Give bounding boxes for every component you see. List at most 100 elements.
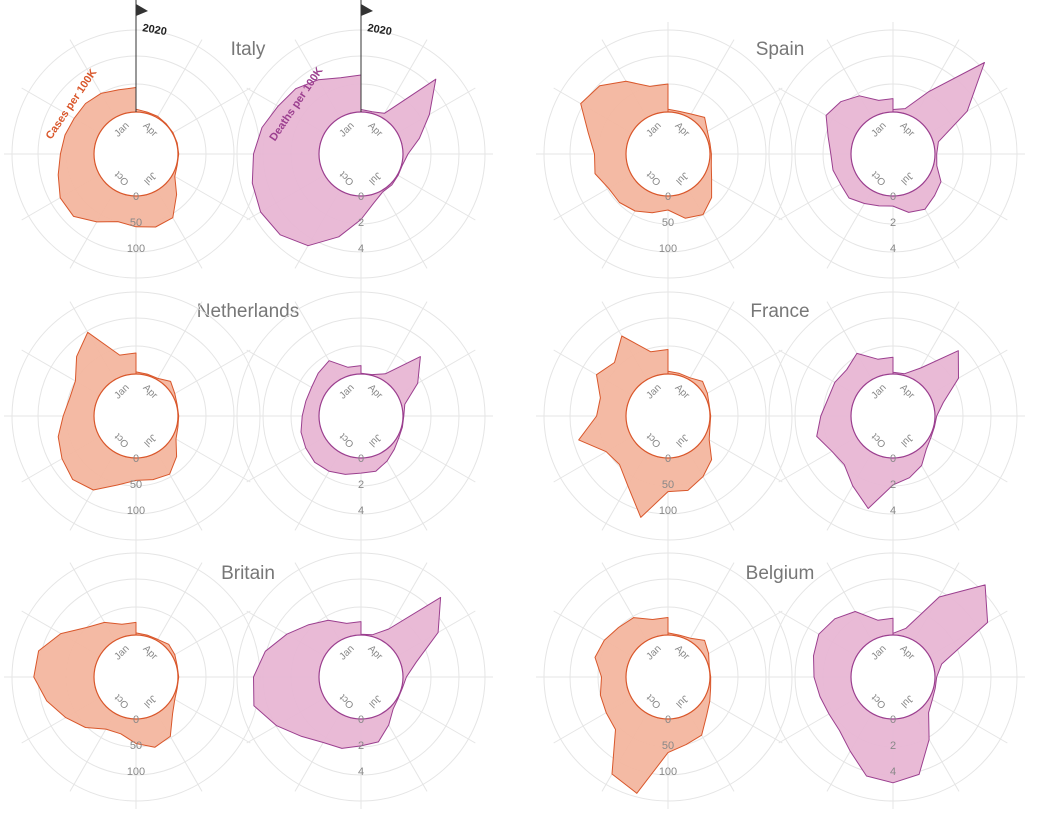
grid-spoke: [688, 562, 735, 641]
year-marker-label: 2020: [366, 22, 392, 38]
grid-spoke: [381, 452, 428, 531]
tick-label: 0: [133, 714, 139, 726]
tick-label: 0: [890, 714, 896, 726]
grid-spoke: [172, 87, 251, 134]
grid-spoke: [704, 87, 783, 134]
tick-label: 2: [890, 479, 896, 491]
tick-label: 4: [890, 505, 896, 517]
tick-label: 100: [127, 766, 145, 778]
grid-spoke: [156, 39, 203, 118]
grid-spoke: [929, 174, 1008, 221]
tick-label: 4: [890, 766, 896, 778]
baseline-circle: [93, 634, 179, 720]
tick-label: 100: [659, 243, 677, 255]
baseline-circle: [625, 634, 711, 720]
grid-spoke: [156, 301, 203, 380]
tick-label: 50: [662, 740, 674, 752]
tick-label: 0: [133, 453, 139, 465]
year-marker-label: 2020: [141, 22, 167, 38]
tick-label: 0: [665, 453, 671, 465]
country-title: France: [750, 301, 809, 322]
grid-spoke: [704, 174, 783, 221]
tick-label: 0: [358, 714, 364, 726]
baseline-circle: [850, 373, 936, 459]
tick-label: 4: [358, 505, 364, 517]
tick-label: 4: [358, 766, 364, 778]
grid-spoke: [704, 610, 783, 657]
tick-label: 2: [890, 217, 896, 229]
grid-spoke: [704, 436, 783, 483]
tick-label: 2: [358, 740, 364, 752]
tick-label: 0: [133, 191, 139, 203]
country-title: Belgium: [746, 563, 815, 584]
tick-label: 50: [130, 217, 142, 229]
tick-label: 100: [659, 505, 677, 517]
grid-spoke: [397, 174, 476, 221]
grid-spoke: [397, 697, 476, 744]
country-title: Spain: [756, 39, 805, 60]
grid-spoke: [381, 39, 428, 118]
tick-label: 100: [127, 505, 145, 517]
baseline-circle: [318, 111, 404, 197]
tick-label: 0: [665, 714, 671, 726]
baseline-circle: [93, 373, 179, 459]
tick-label: 0: [358, 191, 364, 203]
tick-label: 0: [890, 453, 896, 465]
grid-spoke: [913, 301, 960, 380]
baseline-circle: [850, 111, 936, 197]
tick-label: 0: [665, 191, 671, 203]
tick-label: 100: [659, 766, 677, 778]
tick-label: 50: [130, 740, 142, 752]
tick-label: 2: [358, 217, 364, 229]
grid-spoke: [172, 697, 251, 744]
baseline-circle: [93, 111, 179, 197]
grid-spoke: [381, 562, 428, 641]
grid-spoke: [172, 610, 251, 657]
grid-spoke: [381, 713, 428, 792]
tick-label: 0: [358, 453, 364, 465]
grid-spoke: [688, 301, 735, 380]
tick-label: 50: [662, 217, 674, 229]
grid-spoke: [704, 349, 783, 396]
grid-spoke: [397, 436, 476, 483]
grid-spoke: [381, 190, 428, 269]
baseline-circle: [318, 373, 404, 459]
country-title: Britain: [221, 563, 275, 584]
tick-label: 50: [130, 479, 142, 491]
tick-label: 0: [890, 191, 896, 203]
grid-spoke: [929, 436, 1008, 483]
tick-label: 100: [127, 243, 145, 255]
tick-label: 4: [890, 243, 896, 255]
grid-spoke: [381, 301, 428, 380]
baseline-circle: [625, 373, 711, 459]
year-flag-icon: [136, 4, 148, 16]
tick-label: 50: [662, 479, 674, 491]
tick-label: 4: [358, 243, 364, 255]
tick-label: 2: [890, 740, 896, 752]
grid-spoke: [172, 174, 251, 221]
grid-spoke: [688, 39, 735, 118]
country-title: Netherlands: [197, 301, 299, 322]
country-title: Italy: [231, 39, 266, 60]
grid-spoke: [172, 436, 251, 483]
baseline-circle: [318, 634, 404, 720]
tick-label: 2: [358, 479, 364, 491]
